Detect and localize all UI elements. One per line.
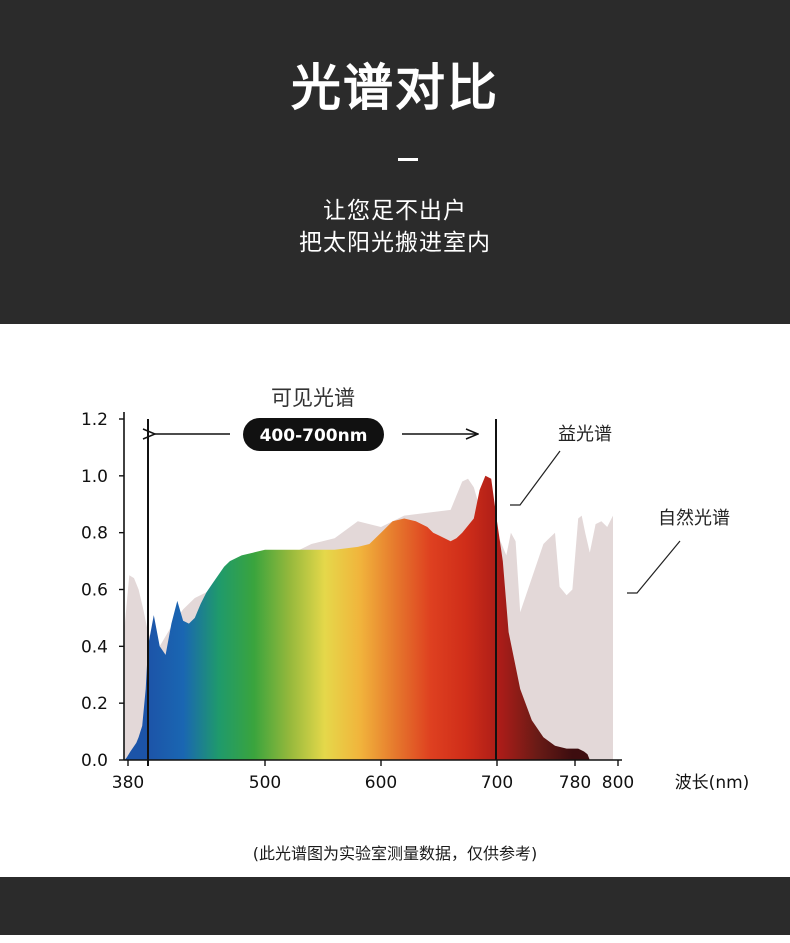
- subtitle-line-2: 把太阳光搬进室内: [299, 230, 491, 256]
- x-tick-label: 800: [602, 773, 634, 793]
- visible-band-label: 可见光谱: [271, 386, 355, 410]
- page-title: 光谱对比: [291, 59, 499, 117]
- y-tick-label: 0.0: [81, 751, 108, 771]
- x-tick-label: 500: [249, 773, 281, 793]
- x-tick-label: 380: [112, 773, 144, 793]
- series-yi-spectrum-area: [124, 475, 590, 760]
- legend-label-yi-spectrum: 益光谱: [558, 424, 612, 445]
- subtitle-line-1: 让您足不出户: [323, 198, 467, 224]
- y-tick-label: 0.8: [81, 524, 108, 544]
- x-tick-label: 700: [481, 773, 513, 793]
- legend-leader-natural-spectrum: [627, 540, 681, 594]
- footnote: (此光谱图为实验室测量数据，仅供参考): [252, 844, 538, 863]
- y-tick-label: 0.2: [81, 694, 108, 714]
- y-tick-label: 0.4: [81, 637, 108, 657]
- legend-leader-yi-spectrum: [510, 450, 561, 506]
- hero-header: 光谱对比 让您足不出户 把太阳光搬进室内: [0, 0, 790, 324]
- visible-range-pill: [243, 418, 384, 451]
- y-tick-label: 1.0: [81, 467, 108, 487]
- y-tick-label: 0.6: [81, 581, 108, 601]
- title-divider: [398, 158, 418, 161]
- y-tick-label: 1.2: [81, 410, 108, 430]
- x-tick-label: 780: [559, 773, 591, 793]
- x-tick-label: 600: [365, 773, 397, 793]
- bottom-strip: [0, 935, 790, 943]
- footer-bar: [0, 877, 790, 935]
- visible-range-label: 400-700nm: [260, 426, 368, 446]
- legend-label-natural-spectrum: 自然光谱: [658, 508, 730, 529]
- x-axis-label: 波长(nm): [675, 773, 750, 793]
